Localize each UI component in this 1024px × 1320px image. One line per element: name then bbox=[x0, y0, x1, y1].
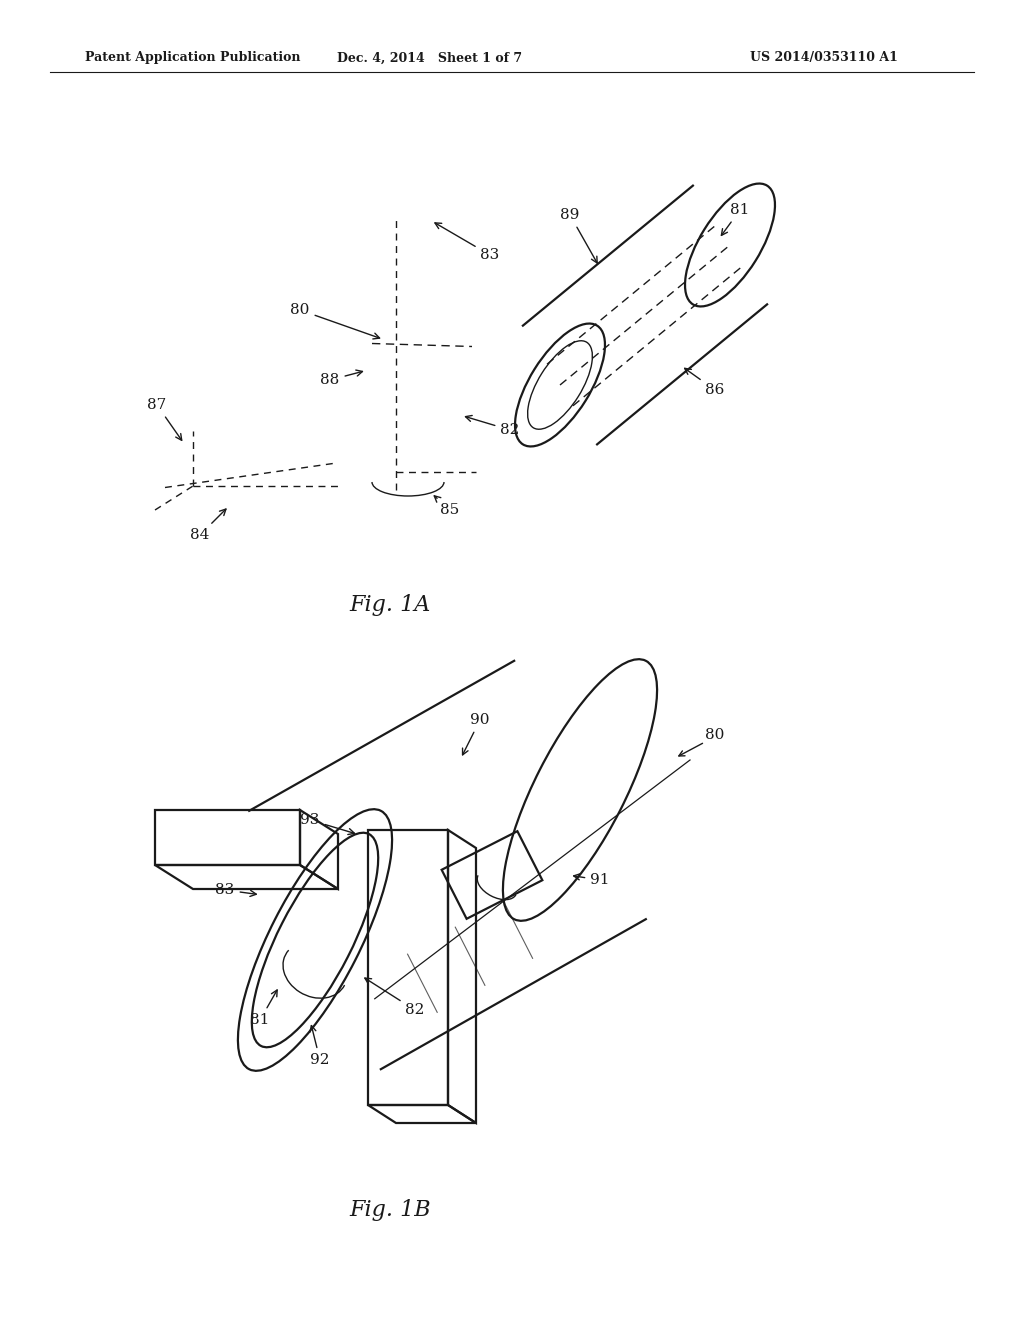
Text: 93: 93 bbox=[300, 813, 354, 834]
Text: US 2014/0353110 A1: US 2014/0353110 A1 bbox=[750, 51, 898, 65]
Text: 82: 82 bbox=[365, 978, 425, 1016]
Text: Patent Application Publication: Patent Application Publication bbox=[85, 51, 300, 65]
Text: Dec. 4, 2014   Sheet 1 of 7: Dec. 4, 2014 Sheet 1 of 7 bbox=[338, 51, 522, 65]
Text: 88: 88 bbox=[321, 370, 362, 387]
Text: 80: 80 bbox=[291, 304, 380, 339]
Text: 91: 91 bbox=[573, 873, 609, 887]
Text: 80: 80 bbox=[706, 729, 725, 742]
Text: 90: 90 bbox=[463, 713, 489, 755]
Text: 82: 82 bbox=[466, 416, 520, 437]
Text: Fig. 1A: Fig. 1A bbox=[349, 594, 431, 616]
Text: 85: 85 bbox=[434, 496, 460, 517]
Text: Fig. 1B: Fig. 1B bbox=[349, 1199, 431, 1221]
Text: 92: 92 bbox=[310, 1026, 330, 1067]
Text: 89: 89 bbox=[560, 209, 597, 263]
Text: 81: 81 bbox=[721, 203, 750, 235]
Text: 81: 81 bbox=[250, 990, 278, 1027]
Text: 84: 84 bbox=[190, 510, 226, 543]
Text: 87: 87 bbox=[147, 399, 181, 441]
Text: 83: 83 bbox=[435, 223, 500, 261]
Text: 86: 86 bbox=[685, 368, 725, 397]
Text: 83: 83 bbox=[215, 883, 256, 898]
